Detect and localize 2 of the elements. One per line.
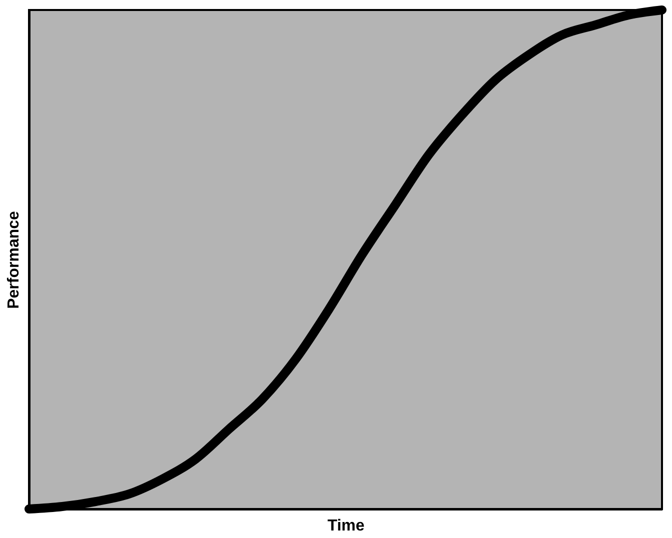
x-axis-title: Time bbox=[327, 518, 365, 534]
y-axis-title: Performance bbox=[6, 210, 22, 309]
